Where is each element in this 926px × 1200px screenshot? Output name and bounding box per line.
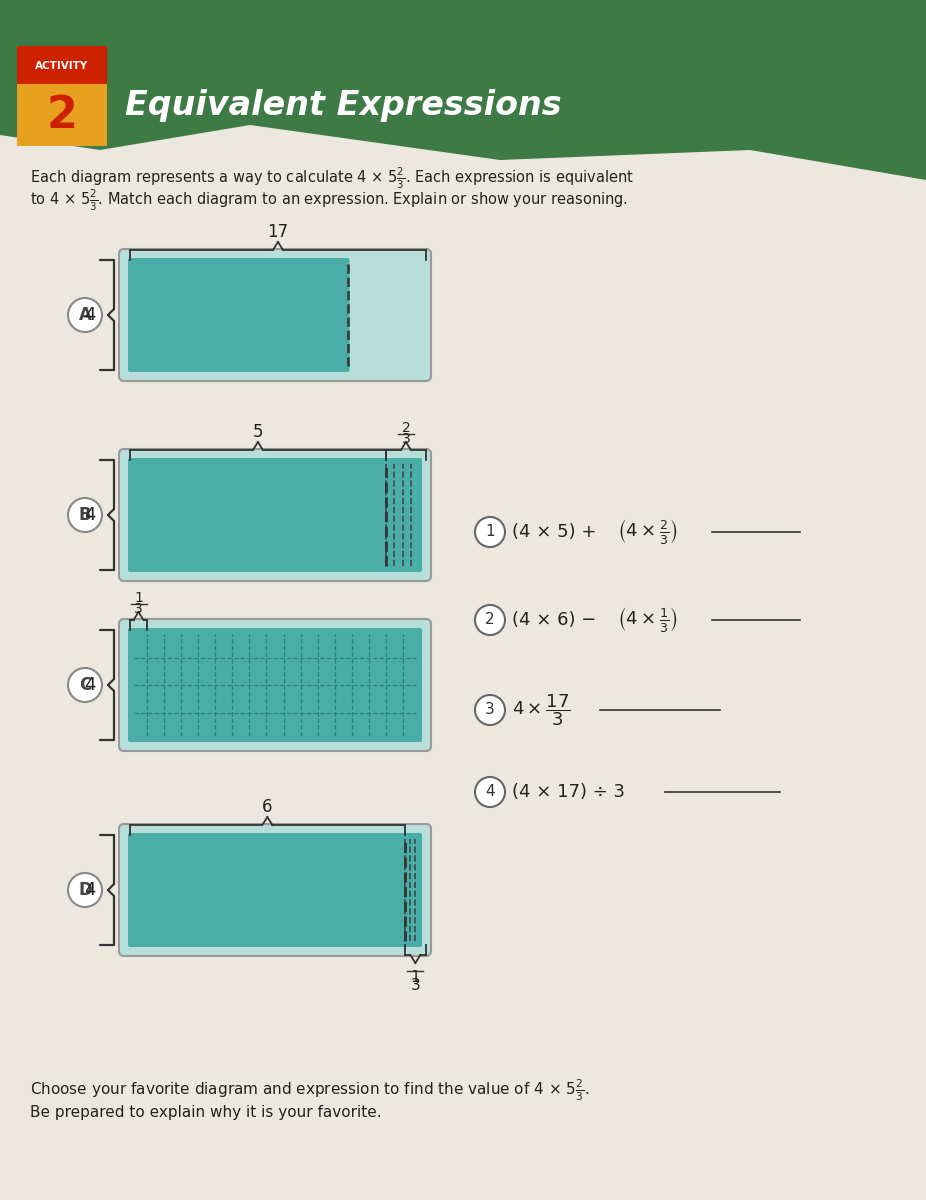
FancyBboxPatch shape xyxy=(128,833,422,947)
Circle shape xyxy=(475,605,505,635)
FancyBboxPatch shape xyxy=(17,84,107,146)
Circle shape xyxy=(68,668,102,702)
Circle shape xyxy=(475,695,505,725)
Text: 4: 4 xyxy=(84,506,96,524)
FancyBboxPatch shape xyxy=(119,248,431,382)
Text: 2: 2 xyxy=(46,94,78,137)
FancyBboxPatch shape xyxy=(119,449,431,581)
Text: B: B xyxy=(79,506,92,524)
Text: 4: 4 xyxy=(84,676,96,694)
Text: Each diagram represents a way to calculate 4 × 5$\frac{2}{3}$. Each expression i: Each diagram represents a way to calcula… xyxy=(30,166,634,191)
Circle shape xyxy=(475,778,505,806)
FancyBboxPatch shape xyxy=(128,628,422,742)
Text: 3: 3 xyxy=(134,602,143,616)
FancyBboxPatch shape xyxy=(17,46,107,86)
Text: 4: 4 xyxy=(84,306,96,324)
Text: D: D xyxy=(78,881,92,899)
FancyBboxPatch shape xyxy=(128,258,349,372)
Text: C: C xyxy=(79,676,91,694)
Text: 1: 1 xyxy=(410,970,420,984)
Text: 3: 3 xyxy=(402,432,410,446)
Text: (4 × 5) +: (4 × 5) + xyxy=(512,523,602,541)
Text: 4: 4 xyxy=(485,785,494,799)
Text: Be prepared to explain why it is your favorite.: Be prepared to explain why it is your fa… xyxy=(30,1104,382,1120)
Text: Choose your favorite diagram and expression to find the value of 4 × 5$\frac{2}{: Choose your favorite diagram and express… xyxy=(30,1078,589,1103)
Text: 17: 17 xyxy=(268,223,289,241)
FancyBboxPatch shape xyxy=(128,458,422,572)
Text: 3: 3 xyxy=(485,702,494,718)
Text: (4 × 17) ÷ 3: (4 × 17) ÷ 3 xyxy=(512,782,625,802)
Text: 6: 6 xyxy=(262,798,272,816)
Text: 1: 1 xyxy=(134,590,143,605)
Circle shape xyxy=(475,517,505,547)
Text: 3: 3 xyxy=(410,978,420,992)
Text: $4 \times \dfrac{17}{3}$: $4 \times \dfrac{17}{3}$ xyxy=(512,692,570,728)
Circle shape xyxy=(68,498,102,532)
Text: $\left(4 \times \frac{1}{3}\right)$: $\left(4 \times \frac{1}{3}\right)$ xyxy=(617,606,678,635)
Text: 2: 2 xyxy=(485,612,494,628)
Circle shape xyxy=(68,298,102,332)
Text: (4 × 6) −: (4 × 6) − xyxy=(512,611,602,629)
Text: 2: 2 xyxy=(402,421,410,434)
Text: A: A xyxy=(79,306,92,324)
Polygon shape xyxy=(0,0,926,180)
Text: to 4 × 5$\frac{2}{3}$. Match each diagram to an expression. Explain or show your: to 4 × 5$\frac{2}{3}$. Match each diagra… xyxy=(30,187,628,212)
Text: 4: 4 xyxy=(84,881,96,899)
Text: $\left(4 \times \frac{2}{3}\right)$: $\left(4 \times \frac{2}{3}\right)$ xyxy=(617,517,678,546)
Text: 5: 5 xyxy=(253,422,263,440)
Circle shape xyxy=(68,874,102,907)
FancyBboxPatch shape xyxy=(119,824,431,956)
FancyBboxPatch shape xyxy=(119,619,431,751)
Text: 1: 1 xyxy=(485,524,494,540)
Text: Equivalent Expressions: Equivalent Expressions xyxy=(125,89,562,121)
Text: ACTIVITY: ACTIVITY xyxy=(35,61,89,71)
